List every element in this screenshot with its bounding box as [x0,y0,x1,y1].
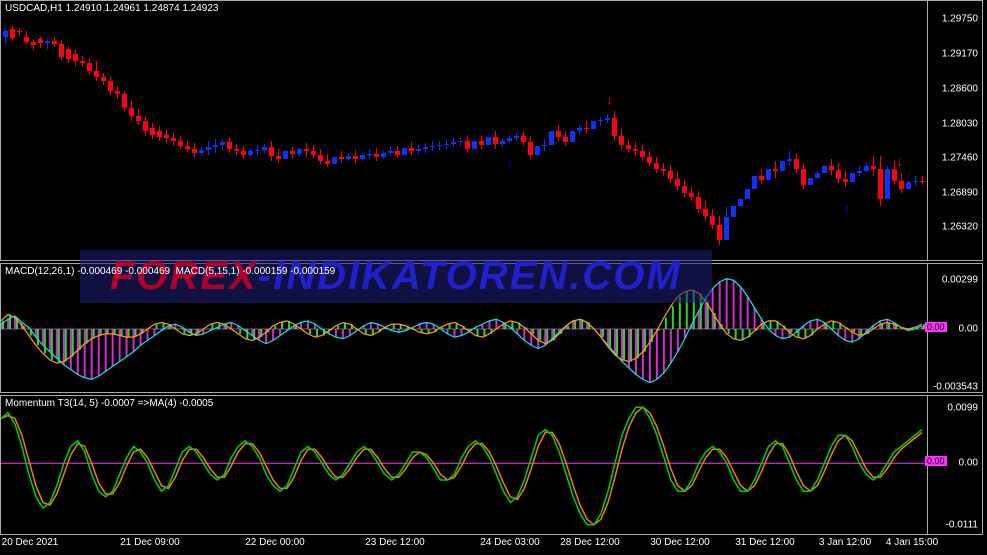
y-tick: 1.26320 [942,222,978,233]
x-tick: 31 Dec 12:00 [735,537,795,553]
x-tick: 22 Dec 00:00 [245,537,305,553]
y-tick: 1.26890 [942,187,978,198]
y-tick: -0.003543 [933,381,978,392]
x-tick: 21 Dec 09:00 [120,537,180,553]
y-axis: 1.29750 1.29170 1.28600 1.28030 1.27460 1.268… [927,1,982,260]
y-tick: 1.28030 [942,118,978,129]
y-tick: 1.27460 [942,153,978,164]
sell-arrow-icon: ↓ [896,153,903,169]
zero-marker: 0.00 [925,456,947,466]
momentum-chart [1,396,929,536]
price-label: USDCAD,H1 1.24910 1.24961 1.24874 1.2492… [5,3,219,14]
y-tick: 1.29750 [942,14,978,25]
momentum-label: Momentum T3(14, 5) -0.0007 =>MA(4) -0.00… [5,398,213,409]
sell-arrow-icon: ↓ [606,91,613,107]
x-tick: 30 Dec 12:00 [650,537,710,553]
x-tick: 4 Jan 15:00 [886,537,938,553]
x-tick: 20 Dec 2021 [2,537,59,553]
candlestick-chart [1,1,929,262]
x-tick: 28 Dec 12:00 [560,537,620,553]
macd-label: MACD(12,26,1) -0.000469 -0.000469 MACD(5… [5,266,335,277]
y-tick: 1.28600 [942,84,978,95]
macd-chart [1,264,929,394]
y-tick: -0.0111 [946,520,978,531]
y-tick: 1.29170 [942,49,978,60]
x-tick: 24 Dec 03:00 [480,537,540,553]
x-tick: 3 Jan 12:00 [819,537,871,553]
price-panel[interactable]: USDCAD,H1 1.24910 1.24961 1.24874 1.2492… [0,0,983,261]
buy-arrow-icon: ↑ [844,201,851,217]
y-tick: 0.00 [959,324,978,335]
y-tick: 0.00 [959,458,978,469]
x-tick: 23 Dec 12:00 [365,537,425,553]
momentum-panel[interactable]: Momentum T3(14, 5) -0.0007 =>MA(4) -0.00… [0,395,983,535]
y-tick: 0.00299 [942,275,978,286]
x-axis: 20 Dec 2021 21 Dec 09:00 22 Dec 00:00 23 De… [0,535,983,553]
zero-marker: 0.00 [925,322,947,332]
y-tick: 0.0099 [947,402,978,413]
macd-panel[interactable]: MACD(12,26,1) -0.000469 -0.000469 MACD(5… [0,263,983,393]
buy-arrow-icon: ↑ [506,156,513,172]
